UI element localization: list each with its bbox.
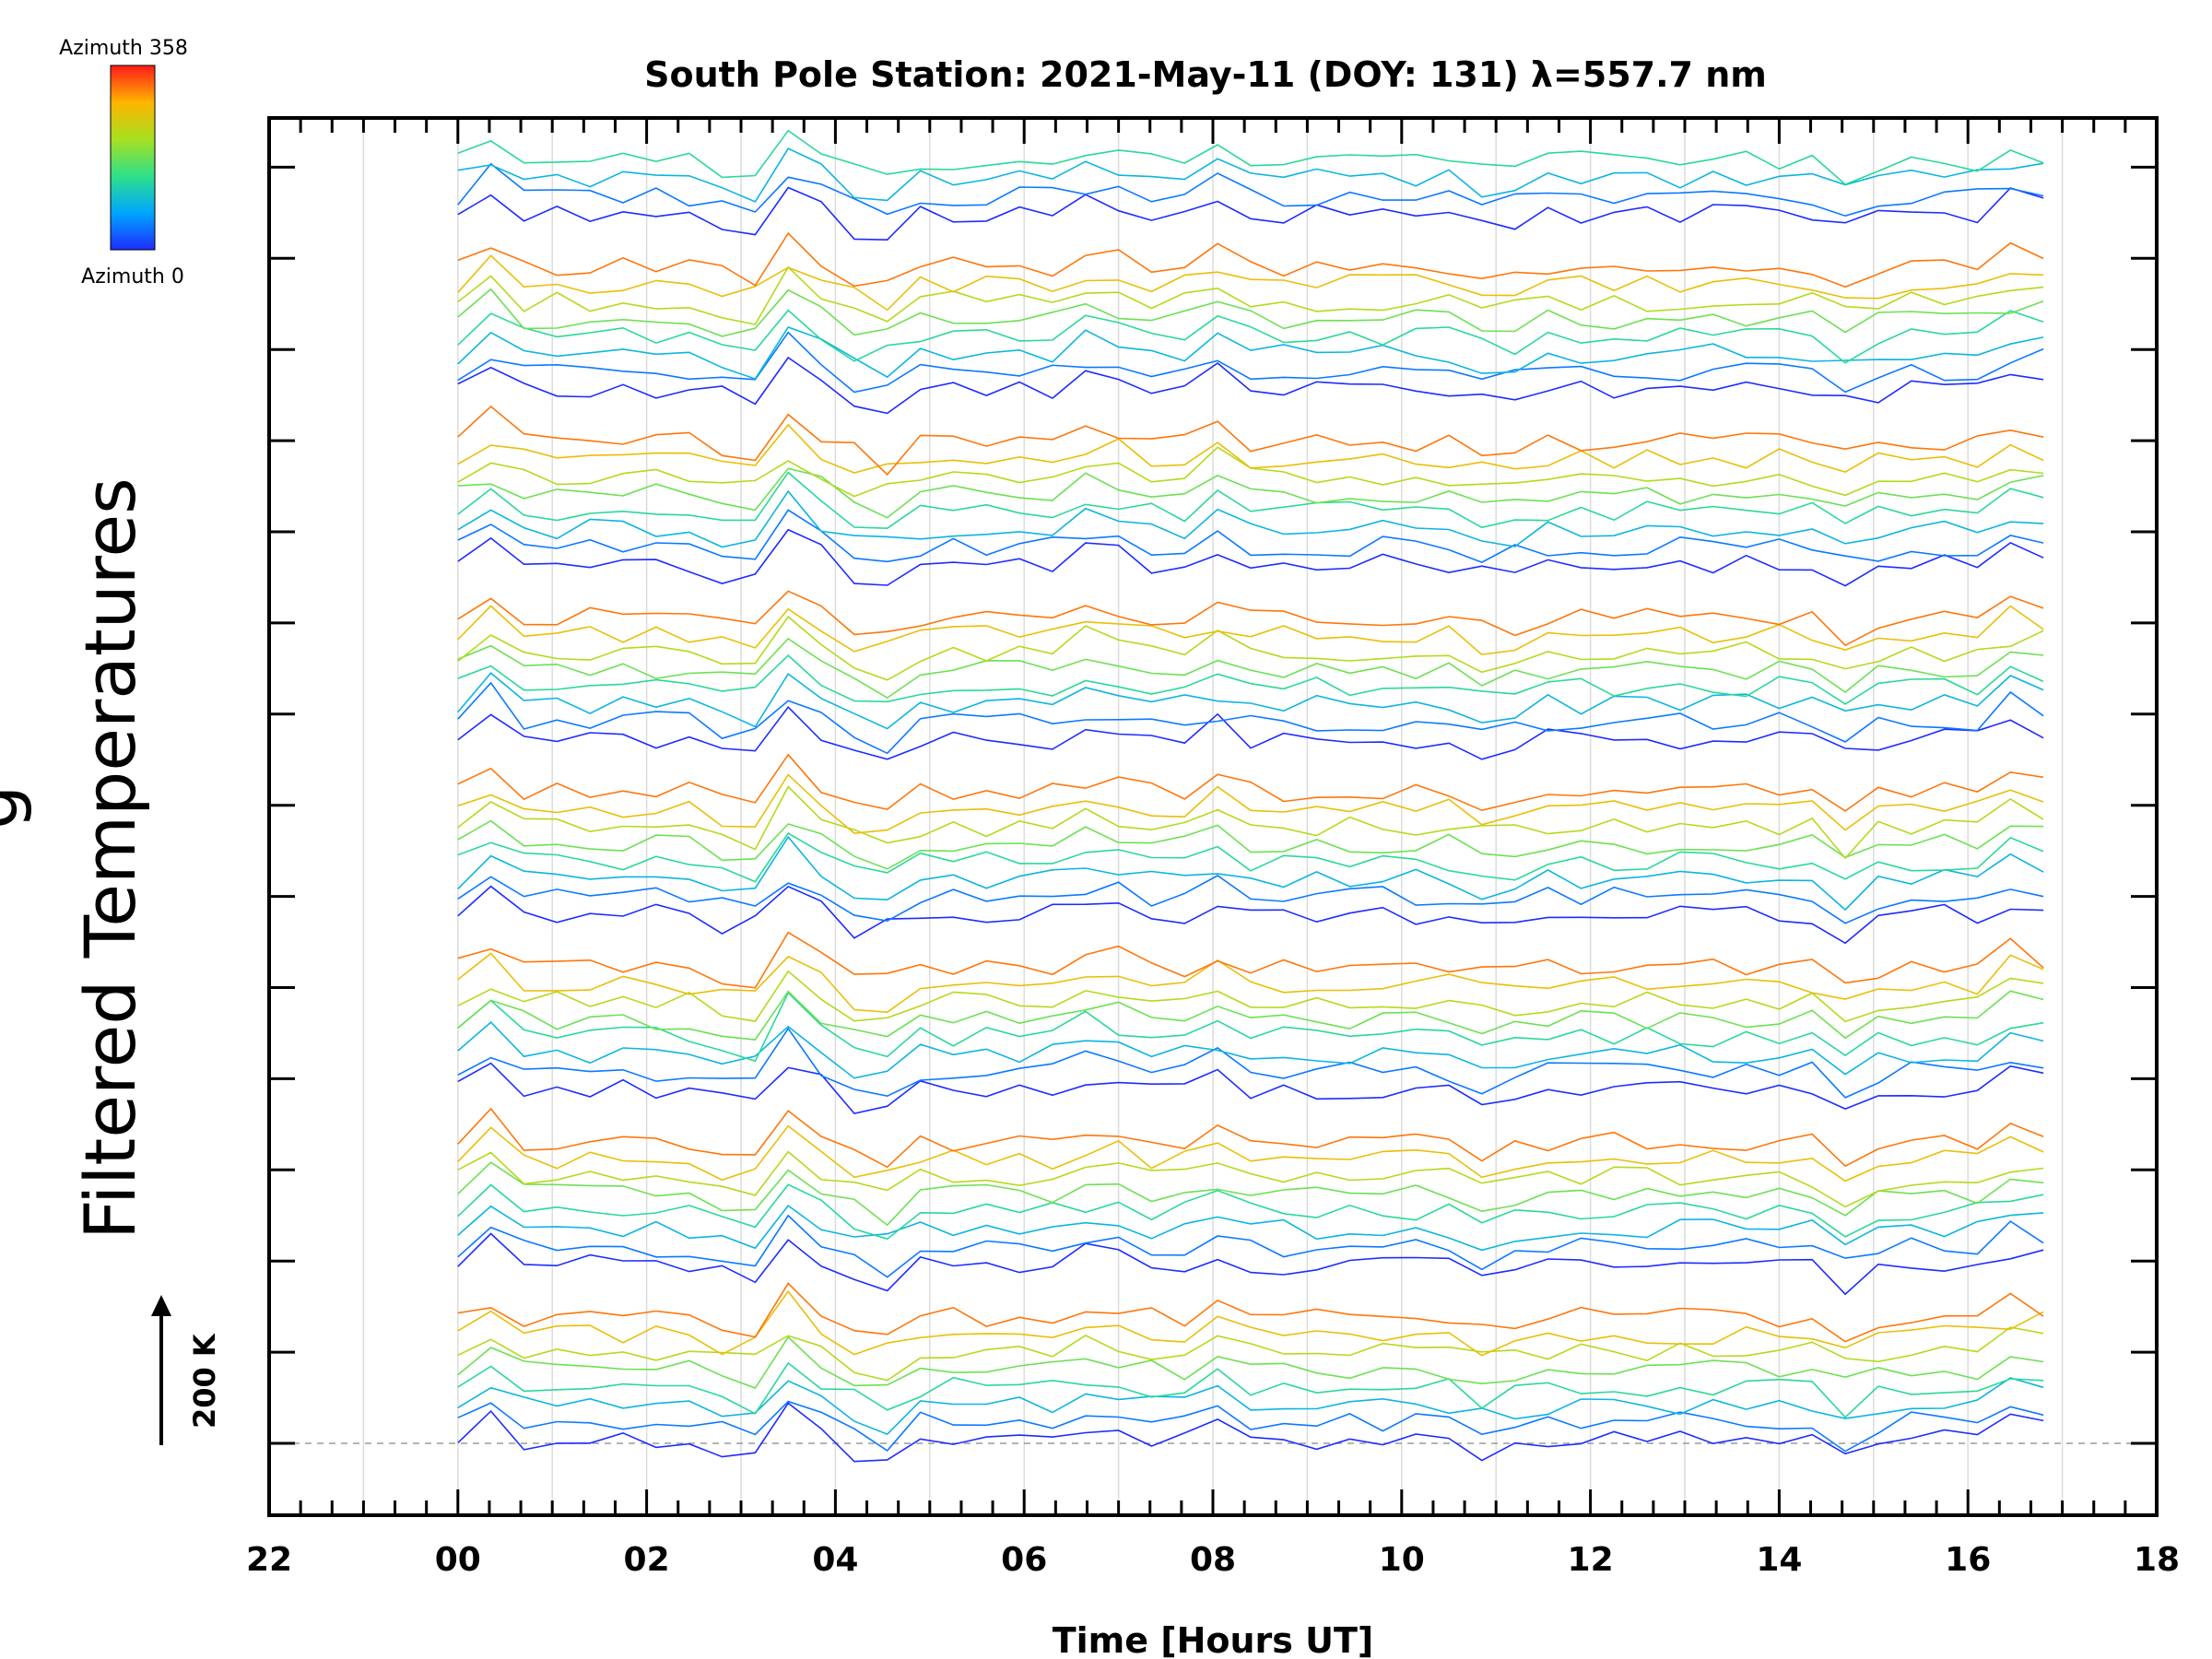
temperature-trace — [457, 467, 2044, 519]
temperature-trace — [457, 1282, 2044, 1343]
colorbar-max-label: Azimuth 358 — [59, 37, 188, 60]
temperature-trace — [457, 885, 2044, 945]
temperature-trace — [457, 1020, 2044, 1079]
temperature-trace — [457, 1361, 2044, 1418]
x-tick-labels: 22 00 02 04 06 08 10 12 14 16 18 — [246, 1541, 2180, 1579]
x-gridlines — [362, 118, 2064, 1515]
temperature-trace — [457, 405, 2044, 477]
temperature-trace — [457, 471, 2044, 530]
temperature-trace — [457, 1232, 2044, 1296]
temperature-trace — [457, 1161, 2044, 1227]
temperature-trace — [457, 528, 2044, 587]
temperature-trace — [457, 129, 2044, 186]
x-tick-label: 10 — [1379, 1541, 1425, 1579]
temperature-trace — [457, 819, 2044, 870]
temperature-trace — [457, 147, 2044, 203]
temperature-trace — [457, 681, 2044, 755]
temperature-trace — [457, 753, 2044, 812]
x-tick-label: 06 — [1001, 1541, 1047, 1579]
axis-ticks — [267, 118, 2159, 1515]
temperature-trace — [457, 875, 2044, 924]
temperature-trace — [457, 1335, 2044, 1389]
colorbar — [110, 65, 156, 251]
temperature-trace — [457, 265, 2044, 325]
colorbar-min-label: Azimuth 0 — [81, 265, 184, 288]
temperature-trace — [457, 423, 2044, 474]
temperature-trace — [457, 990, 2044, 1041]
y-axis-label: Filtered Temperatures — [69, 477, 151, 1240]
scale-bar-label: 200 K — [187, 1333, 222, 1429]
x-tick-label: 02 — [624, 1541, 670, 1579]
temperature-trace — [457, 970, 2044, 1023]
temperature-trace — [457, 1124, 2044, 1182]
temperature-trace — [457, 1150, 2044, 1208]
temperature-traces — [457, 129, 2044, 1463]
x-tick-label: 04 — [812, 1541, 858, 1579]
temperature-trace — [457, 952, 2044, 1014]
temperature-trace — [457, 835, 2044, 912]
temperature-trace — [457, 231, 2044, 288]
temperature-trace — [457, 186, 2044, 241]
temperature-trace — [457, 590, 2044, 647]
x-tick-label: 16 — [1945, 1541, 1991, 1579]
temperature-trace — [457, 931, 2044, 989]
temperature-trace — [457, 509, 2044, 563]
temperature-trace — [457, 162, 2044, 218]
temperature-trace — [457, 785, 2044, 860]
temperature-trace — [457, 705, 2044, 760]
y-axis-label-partial: g — [0, 785, 33, 830]
temperature-trace — [457, 254, 2044, 312]
temperature-trace — [457, 654, 2044, 705]
temperature-trace — [457, 773, 2044, 834]
temperature-trace — [457, 326, 2044, 381]
temperature-trace — [457, 288, 2044, 337]
temperature-trace — [457, 672, 2044, 730]
x-axis-label: Time [Hours UT] — [1053, 1620, 1374, 1659]
x-tick-label: 00 — [435, 1541, 481, 1579]
scale-arrow — [151, 1295, 171, 1445]
x-tick-label: 14 — [1756, 1541, 1802, 1579]
temperature-trace — [457, 356, 2044, 415]
temperature-trace — [457, 1107, 2044, 1169]
temperature-trace — [457, 1402, 2044, 1463]
temperature-trace — [457, 309, 2044, 364]
temperature-trace — [457, 991, 2044, 1063]
temperature-trace — [457, 1027, 2044, 1099]
chart-title: South Pole Station: 2021-May-11 (DOY: 13… — [644, 54, 1767, 95]
temperature-trace — [457, 637, 2044, 700]
temperature-trace — [457, 489, 2044, 548]
x-tick-label: 22 — [246, 1541, 292, 1579]
temperature-trace — [457, 331, 2044, 394]
temperature-trace — [457, 1204, 2044, 1252]
temperature-trace — [457, 605, 2044, 656]
temperature-trace — [457, 1183, 2044, 1241]
temperature-trace — [457, 832, 2044, 883]
temperature-trace — [457, 615, 2044, 681]
temperature-trace — [457, 1214, 2044, 1278]
temperature-trace — [457, 1400, 2044, 1453]
temperature-trace — [457, 1377, 2044, 1436]
temperature-trace — [457, 1062, 2044, 1114]
temperature-trace — [457, 1289, 2044, 1357]
temperature-trace — [457, 1326, 2044, 1382]
x-tick-label: 18 — [2134, 1541, 2180, 1579]
x-tick-label: 12 — [1568, 1541, 1614, 1579]
x-tick-label: 08 — [1190, 1541, 1236, 1579]
